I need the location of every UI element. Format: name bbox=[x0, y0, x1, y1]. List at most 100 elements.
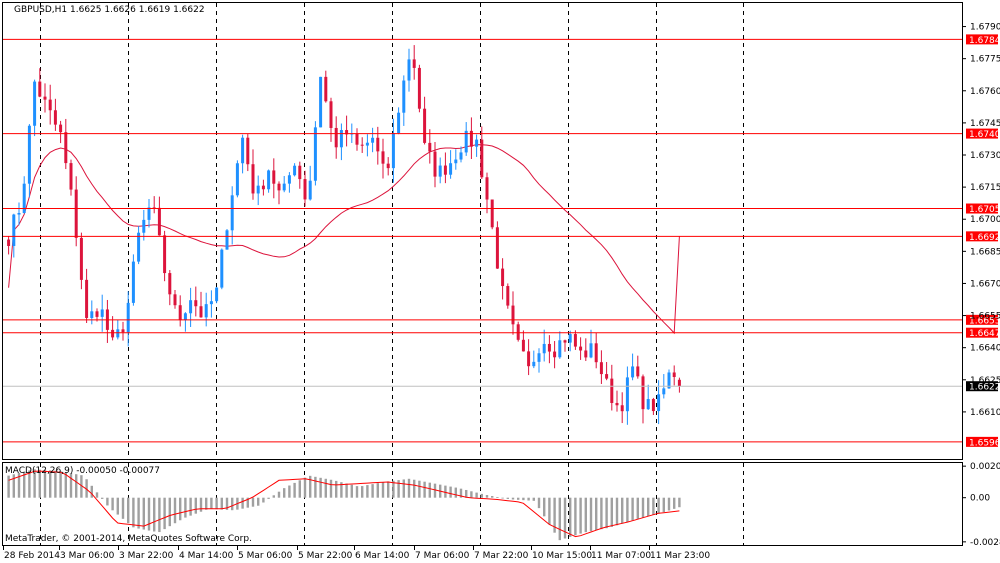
candle bbox=[157, 196, 161, 236]
macd-tick-label: 0.00 bbox=[970, 494, 990, 504]
candle bbox=[209, 290, 213, 318]
macd-bar bbox=[257, 497, 260, 506]
candle bbox=[308, 165, 312, 201]
macd-bar bbox=[548, 497, 551, 525]
candle bbox=[100, 294, 104, 332]
candle bbox=[501, 258, 505, 300]
candle bbox=[137, 226, 141, 265]
macd-bar bbox=[329, 479, 333, 498]
macd-bar bbox=[28, 470, 31, 498]
macd-bar bbox=[298, 480, 301, 498]
macd-bar bbox=[309, 475, 312, 498]
horizontal-levels[interactable]: 1.6784 1.6740 1.6705 1.6692 1.6653 1.6647 1.65… bbox=[3, 34, 1000, 448]
price-tick-label: 1.6790 bbox=[970, 23, 1000, 33]
macd-bar bbox=[673, 497, 676, 509]
candle bbox=[173, 289, 177, 309]
candle bbox=[579, 337, 583, 360]
level-label-bg bbox=[966, 34, 998, 45]
level-label-bg bbox=[966, 436, 998, 447]
price-tick-label: 1.6670 bbox=[970, 279, 1000, 289]
candle bbox=[168, 270, 172, 306]
macd-bar bbox=[184, 497, 187, 518]
candle bbox=[454, 149, 458, 170]
macd-bar bbox=[402, 479, 405, 498]
macd-bar bbox=[121, 497, 125, 519]
macd-pane[interactable] bbox=[2, 462, 963, 546]
candle bbox=[329, 97, 333, 142]
candle bbox=[594, 332, 598, 369]
candle bbox=[381, 138, 385, 179]
candle bbox=[85, 268, 89, 324]
macd-bar bbox=[277, 491, 281, 498]
candle bbox=[464, 122, 468, 156]
macd-bar bbox=[231, 497, 234, 511]
candle bbox=[599, 350, 603, 384]
time-tick-label: 28 Feb 2014 bbox=[4, 551, 60, 561]
macd-bar bbox=[205, 497, 208, 510]
macd-bar bbox=[189, 497, 192, 516]
macd-bar bbox=[116, 497, 119, 515]
macd-bar bbox=[350, 484, 353, 498]
candle bbox=[131, 254, 135, 306]
macd-bar bbox=[605, 497, 608, 529]
candle bbox=[64, 118, 68, 170]
price-pane[interactable] bbox=[2, 2, 963, 460]
candle bbox=[490, 199, 494, 230]
macd-bar bbox=[621, 497, 624, 524]
candle bbox=[605, 362, 609, 381]
candle bbox=[610, 364, 614, 411]
macd-bar bbox=[33, 469, 36, 498]
price-tick-label: 1.6640 bbox=[970, 344, 1000, 354]
level-label: 1.6647 bbox=[969, 329, 1000, 339]
candle bbox=[261, 179, 265, 196]
macd-bar bbox=[480, 493, 483, 498]
time-tick-label: 3 Mar 22:00 bbox=[119, 551, 174, 561]
macd-bar bbox=[569, 497, 572, 537]
macd-bar bbox=[444, 485, 447, 498]
macd-bar bbox=[553, 497, 556, 533]
candle bbox=[558, 331, 562, 359]
macd-bar bbox=[423, 481, 426, 498]
candle bbox=[646, 384, 650, 410]
candle bbox=[53, 98, 57, 131]
macd-bar bbox=[496, 497, 499, 498]
candle bbox=[183, 312, 187, 332]
macd-bar bbox=[43, 470, 47, 498]
macd-bar bbox=[49, 470, 52, 498]
candle bbox=[194, 286, 198, 317]
candle bbox=[428, 129, 432, 164]
macd-bar bbox=[657, 497, 660, 514]
level-label: 1.6740 bbox=[969, 130, 1000, 140]
candle bbox=[584, 338, 588, 362]
time-axis: 28 Feb 2014 3 Mar 06:00 3 Mar 22:00 4 Mar 1… bbox=[3, 546, 710, 561]
price-tick-label: 1.6610 bbox=[970, 408, 1000, 418]
candle bbox=[7, 236, 11, 255]
macd-bar bbox=[132, 497, 135, 528]
candle bbox=[547, 335, 551, 364]
macd-bar bbox=[142, 497, 145, 530]
candle bbox=[287, 172, 291, 193]
price-tick-label: 1.6730 bbox=[970, 151, 1000, 161]
candle bbox=[121, 321, 125, 341]
candle bbox=[625, 366, 629, 425]
candle bbox=[147, 199, 151, 228]
macd-bar bbox=[335, 480, 338, 498]
macd-bar bbox=[7, 475, 10, 498]
candle bbox=[532, 350, 536, 369]
candle bbox=[407, 48, 411, 92]
candle bbox=[511, 291, 515, 335]
level-label-bg bbox=[966, 314, 998, 325]
macd-bar bbox=[340, 482, 343, 498]
macd-bar bbox=[662, 497, 665, 513]
candle bbox=[651, 397, 655, 415]
candle bbox=[438, 157, 442, 184]
candle bbox=[298, 161, 302, 189]
candle bbox=[423, 96, 427, 145]
candle bbox=[391, 118, 395, 183]
price-tick-label: 1.6715 bbox=[970, 183, 1000, 193]
candle bbox=[267, 169, 271, 193]
macd-bar bbox=[288, 485, 291, 498]
candle bbox=[417, 64, 421, 113]
macd-title: MACD(12,26,9) -0.00050 -0.00077 bbox=[5, 466, 160, 476]
